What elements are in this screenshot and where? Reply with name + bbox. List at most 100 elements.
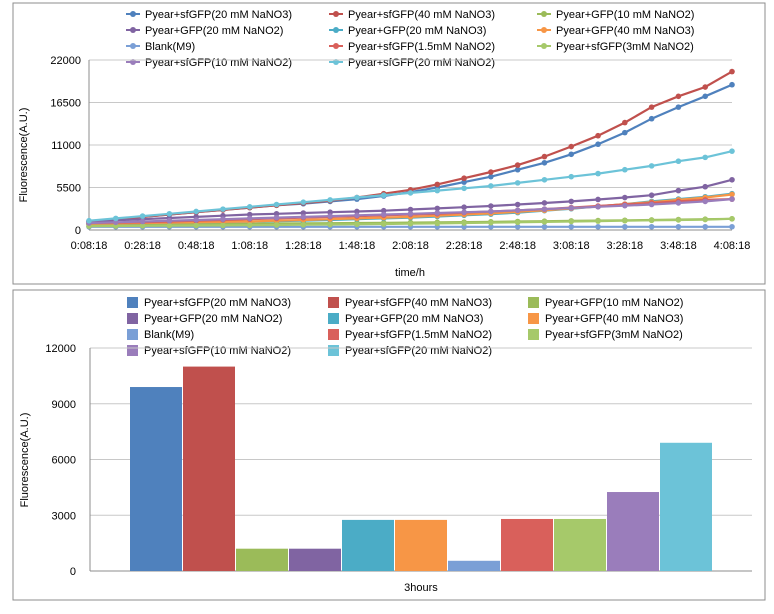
legend-item: Pyear+GFP(20 mM NaNO3)	[329, 25, 486, 37]
data-point	[675, 93, 682, 100]
data-point	[461, 204, 467, 211]
legend-item: Pyear+GFP(40 mM NaNO3)	[528, 313, 683, 325]
data-point	[622, 166, 628, 173]
data-point	[622, 217, 628, 224]
legend-marker	[541, 11, 547, 17]
legend-item: Pyear+sfGFP(20 mM NaNO3)	[126, 9, 292, 21]
data-point	[86, 217, 92, 224]
data-point	[434, 220, 441, 227]
data-point	[514, 180, 521, 186]
data-point	[595, 204, 601, 210]
data-point	[622, 202, 628, 209]
data-point	[380, 207, 387, 214]
bar-chart-y-tick-labels: 0 3000 6000 9000 12000	[45, 343, 76, 578]
legend-item: Pyear+GFP(20 mM NaNO2)	[126, 25, 283, 37]
bar	[395, 519, 447, 571]
data-point	[568, 223, 575, 230]
legend-item: Pyear+sfGFP(3mM NaNO2)	[537, 41, 694, 53]
data-point	[273, 201, 280, 208]
bar-chart-category-label: 3hours	[404, 582, 438, 594]
data-point	[407, 210, 414, 217]
line-chart-y-tick-label: 16500	[50, 98, 81, 110]
data-point	[541, 176, 548, 183]
legend-swatch	[328, 345, 339, 356]
line-chart-y-axis-label: Fluorescence(A.U.)	[18, 108, 30, 203]
data-point	[354, 212, 360, 219]
legend-label: Pyear+sfGFP(20 mM NaNO2)	[348, 57, 495, 69]
data-point	[166, 210, 173, 217]
data-point	[622, 129, 628, 136]
legend-label: Pyear+GFP(20 mM NaNO2)	[144, 313, 282, 325]
line-chart-x-tick-label: 0:48:18	[178, 240, 215, 252]
legend-label: Pyear+sfGFP(40 mM NaNO3)	[348, 9, 495, 21]
line-chart-panel	[12, 2, 766, 285]
bar	[501, 518, 553, 571]
bar	[183, 366, 235, 571]
data-point	[648, 163, 655, 169]
data-point	[514, 223, 521, 230]
data-point	[675, 200, 682, 206]
legend-label: Pyear+GFP(20 mM NaNO3)	[345, 313, 483, 325]
data-point	[514, 201, 521, 208]
legend-item: Pyear+GFP(20 mM NaNO2)	[127, 313, 282, 325]
data-point	[273, 222, 280, 228]
data-point	[675, 217, 682, 223]
data-point	[595, 196, 601, 203]
legend-swatch	[328, 297, 339, 308]
data-point	[461, 220, 467, 226]
data-point	[246, 215, 253, 222]
bar	[130, 387, 182, 571]
data-point	[354, 221, 360, 228]
data-point	[112, 215, 119, 222]
data-point	[729, 223, 735, 230]
data-point	[702, 154, 709, 161]
data-point	[595, 223, 601, 230]
legend-label: Pyear+GFP(40 mM NaNO3)	[545, 313, 683, 325]
legend-marker	[130, 43, 136, 49]
data-point	[702, 223, 709, 230]
line-chart-y-tick-label: 5500	[57, 183, 81, 195]
data-point	[166, 222, 173, 229]
data-point	[541, 159, 548, 166]
legend-marker	[130, 11, 136, 17]
data-point	[595, 218, 601, 224]
data-point	[407, 220, 414, 227]
data-point	[675, 104, 682, 110]
bar	[607, 492, 659, 571]
legend-label: Pyear+GFP(20 mM NaNO2)	[145, 25, 283, 37]
legend-marker	[130, 27, 136, 33]
data-point	[648, 217, 655, 224]
legend-swatch	[127, 297, 138, 308]
data-point	[327, 213, 333, 219]
bar-chart-y-axis-label: Fluorescence(A.U.)	[19, 413, 31, 508]
data-point	[568, 173, 575, 180]
legend-label: Pyear+sfGFP(3mM NaNO2)	[545, 329, 683, 341]
data-point	[648, 104, 655, 110]
data-point	[488, 183, 494, 189]
data-point	[729, 215, 735, 222]
data-point	[407, 206, 414, 213]
line-chart-y-tick-label: 0	[75, 225, 81, 237]
data-point	[622, 119, 628, 126]
line-chart-x-tick-label: 1:28:18	[285, 240, 322, 252]
data-point	[729, 81, 735, 88]
data-point	[648, 223, 655, 230]
data-point	[327, 209, 333, 216]
legend-item: Pyear+sfGFP(1.5mM NaNO2)	[329, 41, 495, 53]
data-point	[568, 218, 575, 225]
data-point	[139, 213, 146, 219]
legend-label: Pyear+sfGFP(10 mM NaNO2)	[145, 57, 292, 69]
bar	[554, 518, 606, 571]
data-point	[407, 190, 414, 196]
legend-label: Pyear+sfGFP(20 mM NaNO2)	[345, 345, 492, 357]
legend-item: Pyear+GFP(10 mM NaNO2)	[537, 9, 694, 21]
data-point	[702, 84, 709, 90]
bar	[660, 442, 712, 571]
legend-label: Pyear+GFP(10 mM NaNO2)	[556, 9, 694, 21]
data-point	[541, 200, 548, 206]
line-chart-x-tick-label: 1:08:18	[231, 240, 268, 252]
legend-label: Blank(M9)	[144, 329, 194, 341]
data-point	[354, 208, 360, 215]
data-point	[434, 210, 441, 216]
data-point	[246, 222, 253, 229]
